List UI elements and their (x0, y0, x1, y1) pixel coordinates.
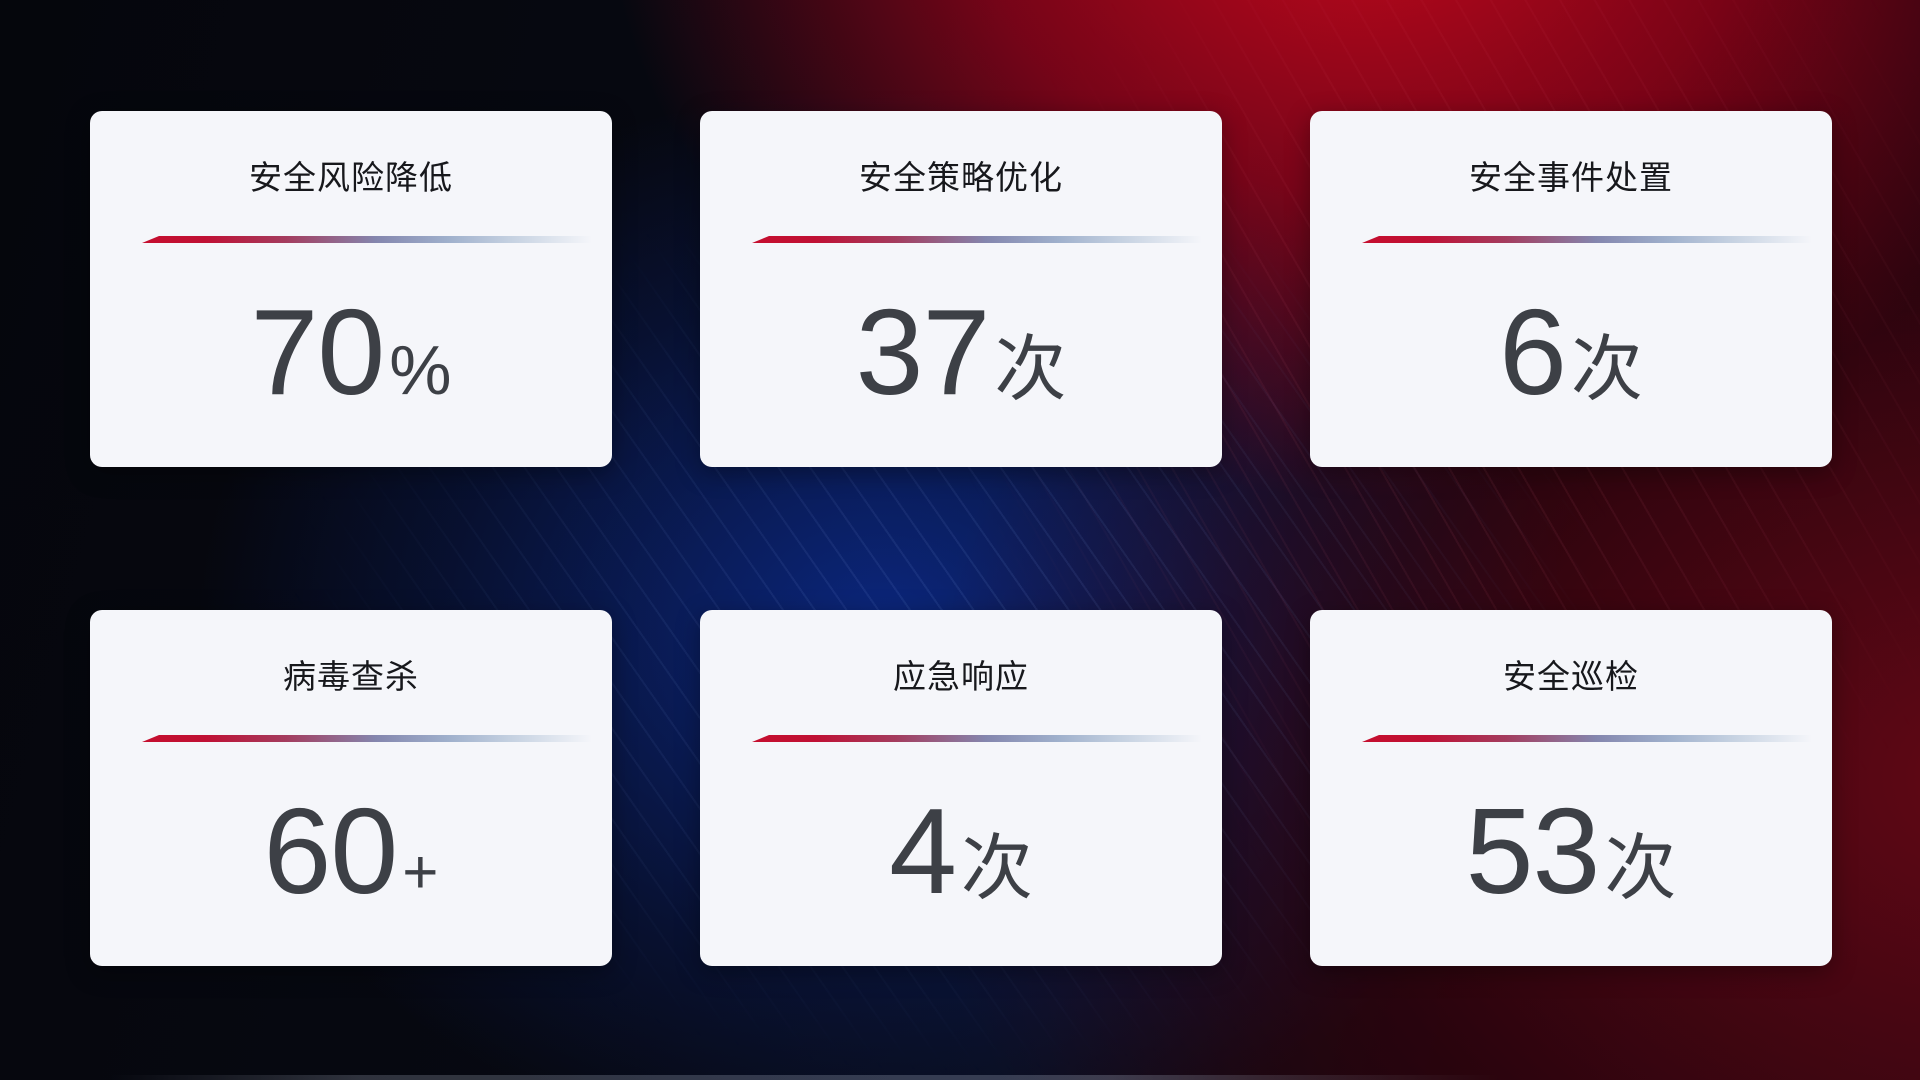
stat-card-grid: 安全风险降低 70 % 安全策略优化 37 次 安全事件处置 6 次 病毒查杀 … (90, 111, 1832, 966)
card-value: 4 次 (700, 776, 1222, 926)
card-title: 安全风险降低 (249, 159, 453, 196)
gradient-divider (752, 236, 1202, 243)
value-number: 6 (1499, 284, 1567, 420)
card-title: 安全策略优化 (859, 159, 1063, 196)
stat-card-emergency-response: 应急响应 4 次 (700, 610, 1222, 966)
card-value: 60 + (90, 776, 612, 926)
card-title: 安全事件处置 (1469, 159, 1673, 196)
value-number: 4 (889, 783, 957, 919)
card-value: 70 % (90, 277, 612, 427)
bottom-light-strip (110, 1075, 1500, 1080)
card-value: 53 次 (1310, 776, 1832, 926)
stat-card-virus-scan: 病毒查杀 60 + (90, 610, 612, 966)
value-number: 70 (250, 284, 386, 420)
value-unit: 次 (1604, 829, 1677, 909)
gradient-divider (142, 236, 592, 243)
value-unit: + (402, 838, 439, 907)
stat-card-risk-reduction: 安全风险降低 70 % (90, 111, 612, 467)
value-unit: % (389, 331, 452, 409)
value-number: 53 (1465, 783, 1601, 919)
card-value: 37 次 (700, 277, 1222, 427)
value-number: 60 (263, 783, 399, 919)
gradient-divider (1362, 735, 1812, 742)
card-value: 6 次 (1310, 277, 1832, 427)
card-title: 应急响应 (893, 658, 1029, 695)
gradient-divider (142, 735, 592, 742)
card-title: 病毒查杀 (283, 658, 419, 695)
value-unit: 次 (960, 829, 1033, 909)
stat-card-security-inspection: 安全巡检 53 次 (1310, 610, 1832, 966)
value-unit: 次 (994, 330, 1067, 410)
stat-card-policy-optimization: 安全策略优化 37 次 (700, 111, 1222, 467)
card-title: 安全巡检 (1503, 658, 1639, 695)
gradient-divider (1362, 236, 1812, 243)
value-unit: 次 (1570, 330, 1643, 410)
gradient-divider (752, 735, 1202, 742)
value-number: 37 (855, 284, 991, 420)
stat-card-incident-handling: 安全事件处置 6 次 (1310, 111, 1832, 467)
